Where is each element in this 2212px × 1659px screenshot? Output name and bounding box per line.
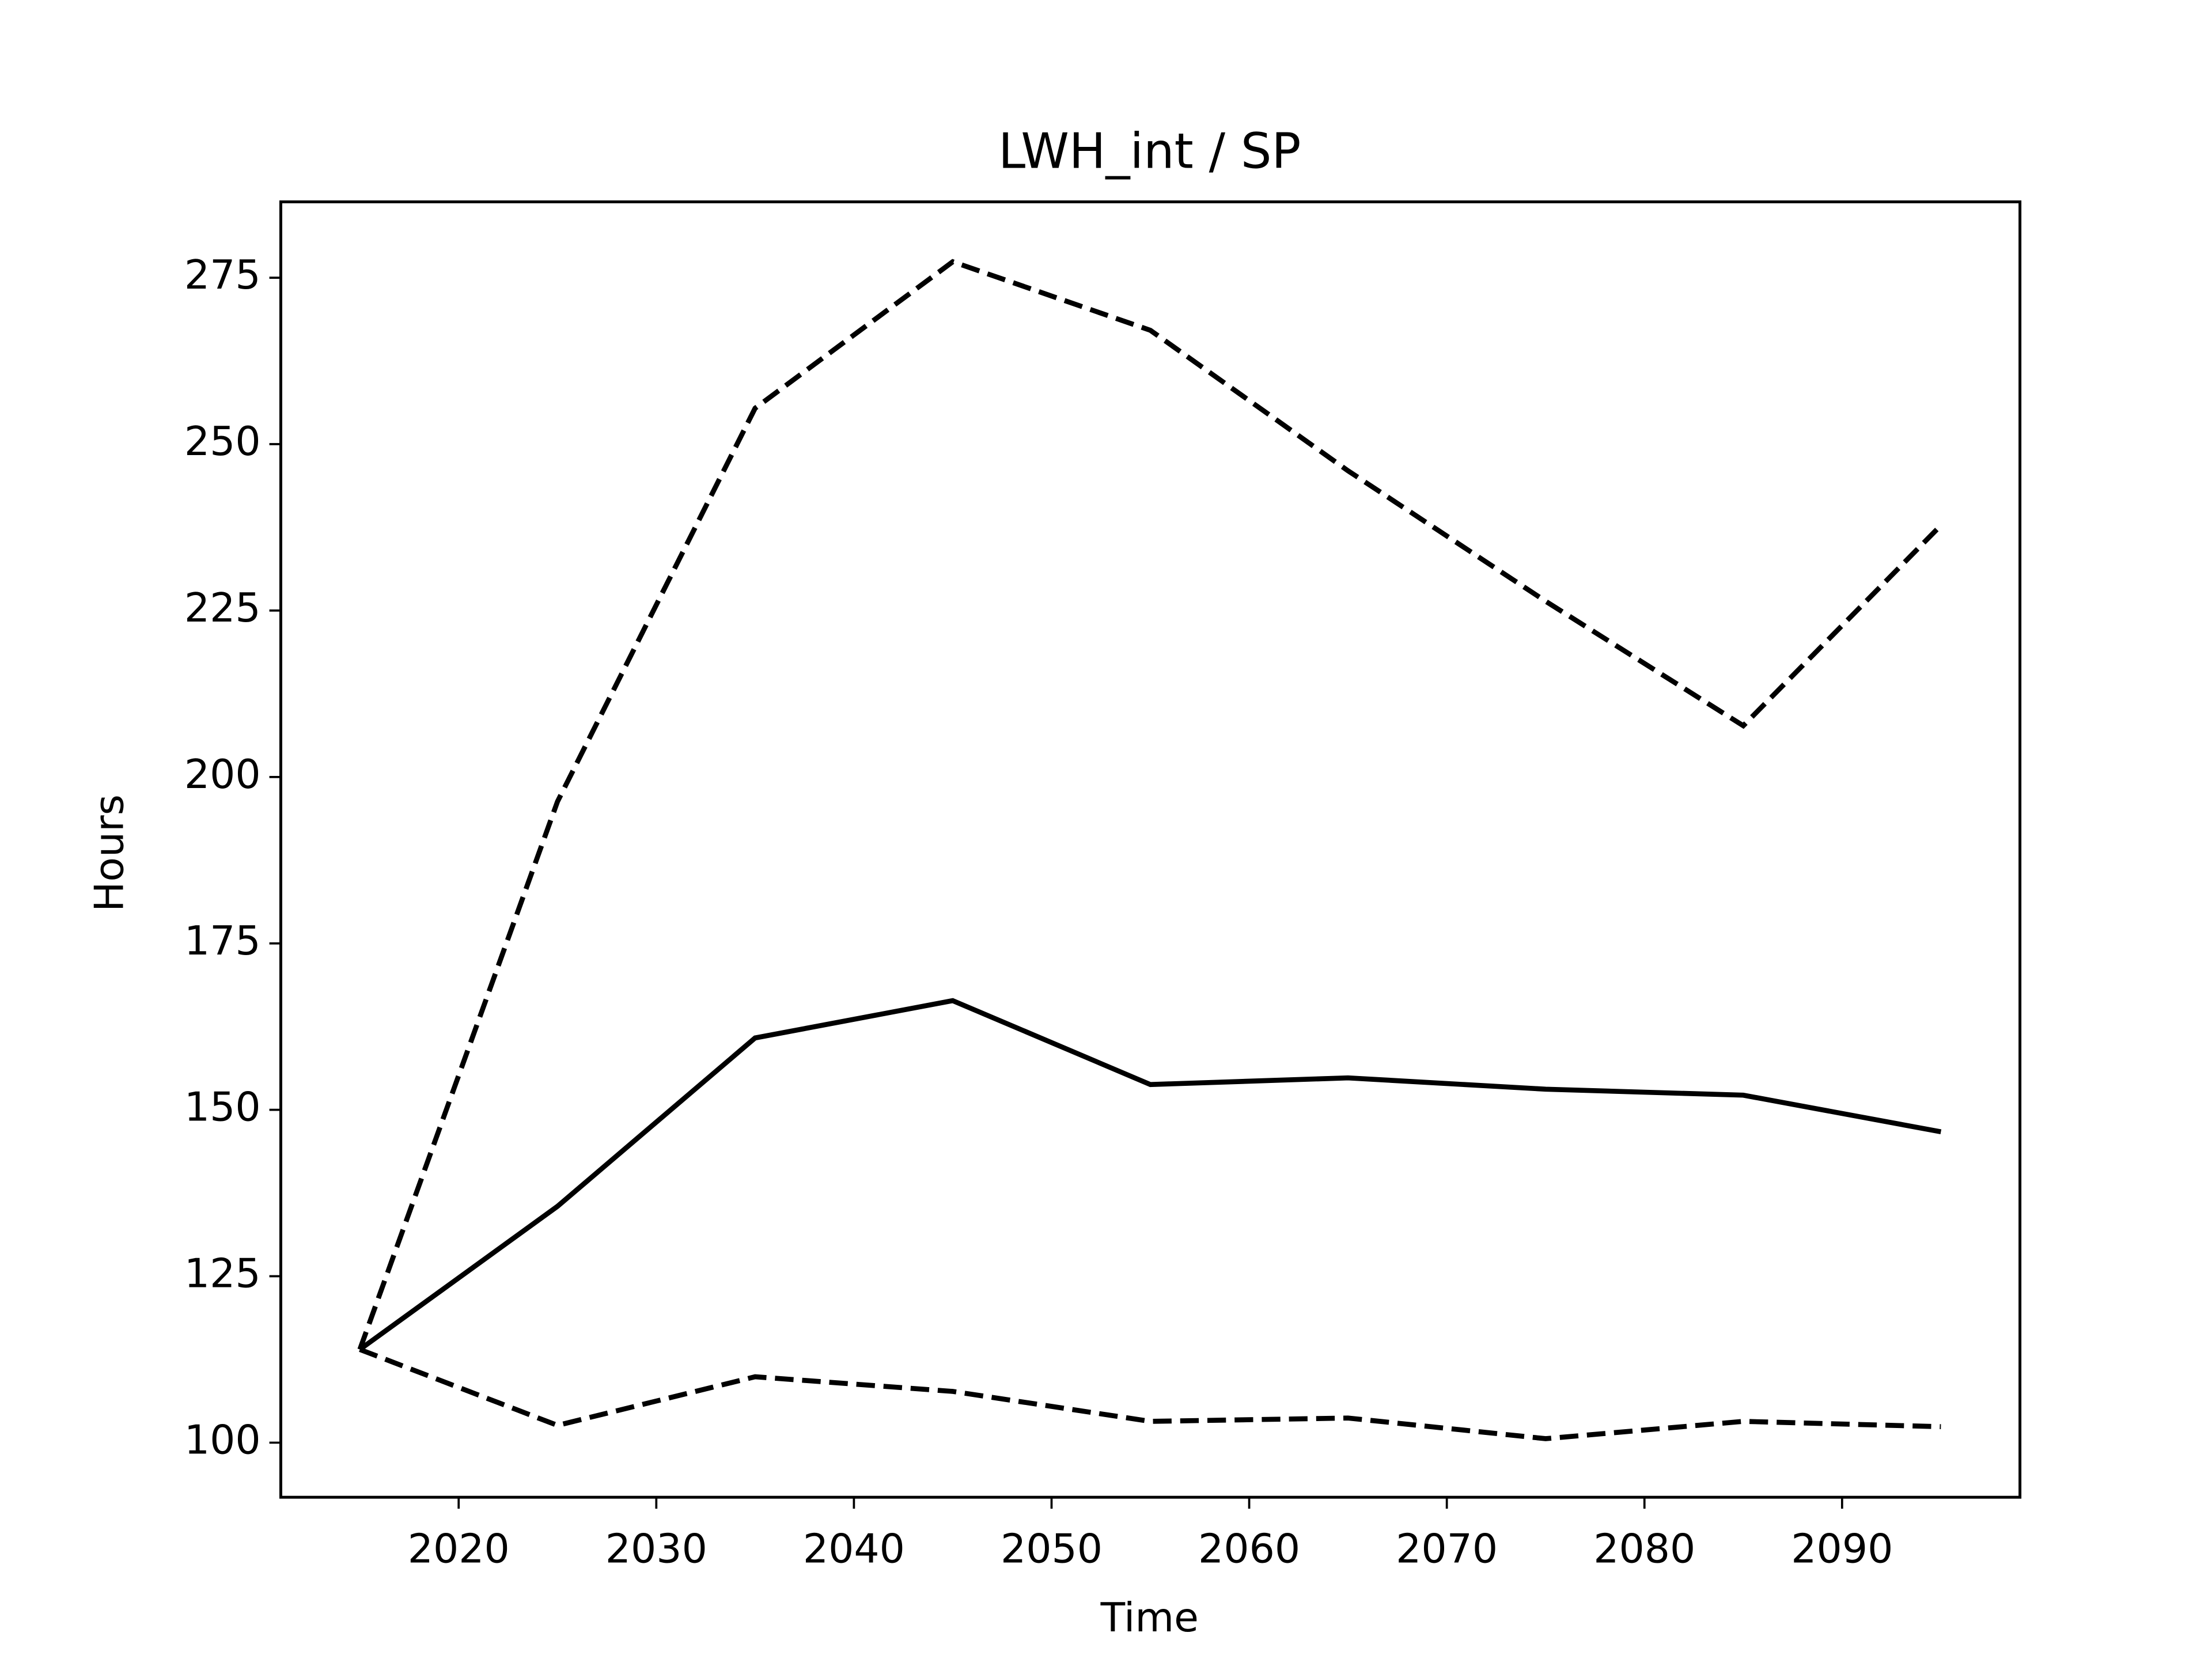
x-axis-label: Time: [1100, 1594, 1199, 1641]
y-tick-label: 200: [184, 751, 261, 798]
chart-title: LWH_int / SP: [998, 123, 1301, 179]
y-tick-label: 175: [184, 918, 261, 964]
x-tick-label: 2080: [1593, 1526, 1695, 1573]
y-tick-label: 250: [184, 418, 261, 465]
y-tick-label: 225: [184, 585, 261, 631]
x-tick-label: 2070: [1396, 1526, 1498, 1573]
x-tick-label: 2050: [1001, 1526, 1103, 1573]
series-line: [359, 1347, 1941, 1441]
y-tick-label: 150: [184, 1084, 261, 1131]
y-tick-label: 100: [184, 1416, 261, 1463]
plot-frame: [279, 200, 2022, 1499]
y-axis-label: Hours: [86, 794, 132, 912]
x-tick-label: 2060: [1198, 1526, 1300, 1573]
x-tick-label: 2040: [803, 1526, 905, 1573]
series-line: [358, 998, 1942, 1352]
series-line: [357, 259, 1943, 1351]
x-tick-label: 2090: [1791, 1526, 1893, 1573]
x-tick-label: 2030: [605, 1526, 707, 1573]
x-tick-label: 2020: [408, 1526, 510, 1573]
y-tick-label: 275: [184, 252, 261, 298]
y-tick-label: 125: [184, 1251, 261, 1297]
